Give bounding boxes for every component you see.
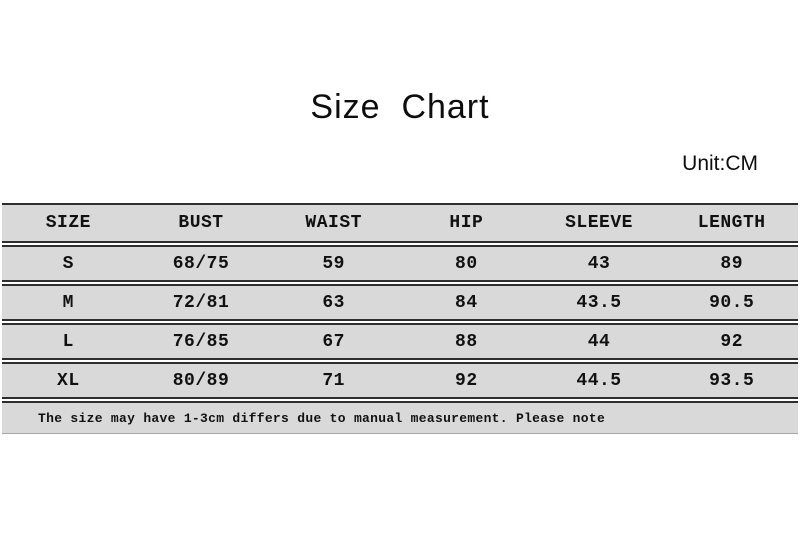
table-row-m: M 72/81 63 84 43.5 90.5: [2, 284, 798, 321]
cell-hip: 80: [455, 253, 478, 274]
header-cell-waist: WAIST: [305, 213, 362, 233]
cell-size: XL: [57, 370, 80, 391]
measurement-note-row: The size may have 1-3cm differs due to m…: [2, 401, 798, 434]
size-chart-table: SIZE BUST WAIST HIP SLEEVE LENGTH S 68/7…: [2, 203, 798, 434]
cell-waist: 63: [322, 292, 345, 313]
cell-bust: 68/75: [172, 253, 230, 274]
cell-bust: 72/81: [172, 292, 230, 313]
table-row-s: S 68/75 59 80 43 89: [2, 245, 798, 282]
measurement-note-text: The size may have 1-3cm differs due to m…: [38, 410, 606, 426]
cell-sleeve: 44.5: [576, 370, 622, 391]
cell-hip: 92: [455, 370, 478, 391]
header-cell-sleeve: SLEEVE: [565, 213, 633, 233]
cell-hip: 84: [455, 292, 478, 313]
header-cell-bust: BUST: [178, 213, 224, 233]
cell-length: 93.5: [709, 370, 755, 391]
cell-waist: 59: [322, 253, 345, 274]
cell-bust: 76/85: [172, 331, 230, 352]
table-header-row: SIZE BUST WAIST HIP SLEEVE LENGTH: [2, 203, 798, 243]
cell-bust: 80/89: [172, 370, 230, 391]
header-cell-size: SIZE: [45, 213, 91, 233]
table-row-l: L 76/85 67 88 44 92: [2, 323, 798, 360]
cell-length: 90.5: [709, 292, 755, 313]
cell-size: M: [62, 292, 74, 313]
page-title: Size Chart: [310, 88, 490, 126]
cell-length: 92: [720, 331, 743, 352]
cell-waist: 67: [322, 331, 345, 352]
cell-sleeve: 43.5: [576, 292, 622, 313]
cell-sleeve: 43: [587, 253, 611, 274]
cell-hip: 88: [455, 331, 478, 352]
cell-length: 89: [720, 253, 743, 274]
header-cell-length: LENGTH: [697, 213, 766, 233]
header-cell-hip: HIP: [449, 213, 484, 233]
cell-waist: 71: [322, 370, 345, 391]
unit-label: Unit:CM: [682, 152, 758, 175]
cell-size: S: [62, 253, 74, 274]
cell-size: L: [62, 331, 74, 352]
cell-sleeve: 44: [587, 331, 611, 352]
table-row-xl: XL 80/89 71 92 44.5 93.5: [2, 362, 798, 399]
